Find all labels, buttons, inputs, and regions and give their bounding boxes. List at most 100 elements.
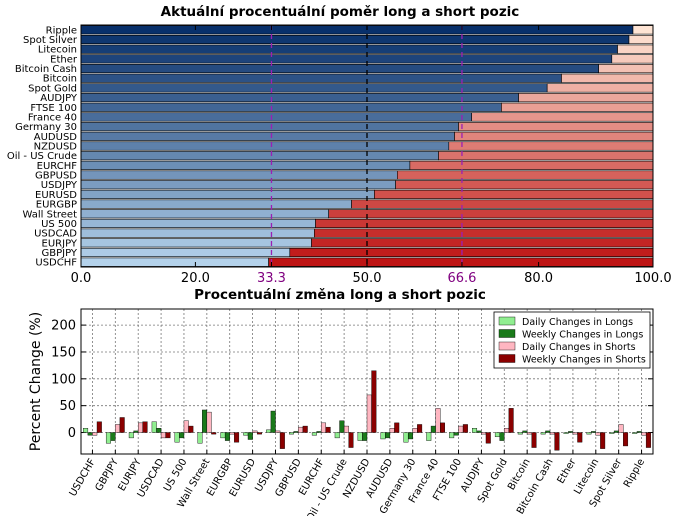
change-bar	[462, 424, 468, 433]
long-bar	[80, 93, 519, 103]
change-bar	[440, 422, 445, 433]
change-bar	[572, 432, 578, 435]
change-bar	[389, 428, 395, 433]
change-bar	[128, 432, 134, 439]
category-label: Ether	[50, 54, 78, 65]
x-tick-label: 50.0	[353, 271, 382, 286]
change-bar	[302, 425, 308, 433]
change-bar	[504, 428, 510, 433]
y-tick-label: 150	[51, 345, 76, 360]
change-bar	[234, 432, 240, 443]
change-bar	[526, 432, 532, 435]
change-bar	[618, 424, 624, 433]
change-bar	[577, 432, 583, 443]
change-bar	[531, 432, 537, 448]
short-bar	[397, 170, 654, 180]
short-bar	[471, 112, 654, 122]
change-bar	[545, 430, 551, 433]
short-bar	[438, 151, 654, 161]
category-label: GBPJPY	[41, 248, 77, 259]
change-bar	[645, 432, 651, 448]
category-label: USDJPY	[41, 180, 78, 191]
change-bar	[417, 424, 423, 433]
change-bar	[430, 425, 436, 433]
short-bar	[268, 257, 654, 267]
y-tick-label: 0	[68, 426, 76, 441]
long-bar	[80, 73, 562, 83]
category-label: Spot Silver	[23, 35, 78, 46]
change-bar	[137, 422, 143, 433]
y-axis-label: Percent Change (%)	[28, 312, 44, 451]
category-label: EURJPY	[42, 238, 78, 249]
change-bar	[636, 431, 642, 433]
short-bar	[409, 160, 654, 170]
short-bar	[395, 180, 654, 190]
x-tick-label: 100.0	[634, 271, 671, 286]
change-bar	[343, 425, 349, 433]
category-label: Bitcoin	[43, 74, 77, 85]
change-bar	[87, 432, 93, 436]
change-bar	[105, 432, 111, 444]
change-bar	[316, 431, 322, 433]
change-bar	[252, 430, 258, 433]
category-label: Wall Street	[23, 209, 78, 220]
change-bar	[211, 432, 217, 435]
category-label: Germany 30	[15, 122, 77, 133]
category-label: Litecoin	[38, 45, 77, 56]
change-bar	[321, 422, 327, 433]
change-bar	[563, 432, 569, 434]
category-label: Oil - US Crude	[7, 151, 77, 162]
change-bar	[591, 431, 596, 433]
x-tick-label: 20.0	[181, 271, 210, 286]
change-bar	[499, 432, 505, 441]
category-label: Spot Gold	[28, 83, 77, 94]
change-bar	[554, 432, 560, 451]
change-bar	[197, 432, 203, 444]
legend-label: Weekly Changes in Longs	[522, 330, 643, 341]
category-label: USDCHF	[35, 258, 77, 269]
change-bar	[311, 432, 317, 436]
short-bar	[617, 44, 654, 54]
category-label: Bitcoin Cash	[15, 64, 77, 75]
change-bar	[357, 432, 363, 441]
short-bar	[328, 209, 654, 219]
short-bar	[315, 218, 654, 228]
short-bar	[454, 131, 654, 141]
long-bar	[80, 228, 315, 238]
short-bar	[351, 199, 654, 209]
category-label: AUDJPY	[40, 93, 78, 104]
change-bar	[494, 432, 500, 438]
change-bar	[110, 432, 116, 441]
long-bar	[80, 25, 634, 35]
change-bar	[609, 432, 615, 434]
change-bar	[275, 430, 281, 433]
x-tick-label: Ether	[556, 456, 579, 486]
long-bar	[80, 218, 316, 228]
change-bar	[206, 411, 212, 433]
long-bar	[80, 170, 398, 180]
change-bar	[229, 432, 235, 435]
change-bar	[289, 432, 294, 435]
change-bar	[188, 425, 194, 433]
x-tick-label: 33.3	[257, 271, 286, 286]
long-bar	[80, 34, 630, 45]
long-bar	[80, 180, 396, 190]
change-bar	[485, 432, 491, 444]
change-bar	[202, 409, 208, 433]
short-bar	[448, 141, 654, 151]
legend-swatch	[498, 354, 516, 363]
change-bar	[522, 430, 528, 433]
short-bar	[628, 34, 654, 45]
change-bar	[325, 426, 331, 433]
change-bar	[568, 431, 574, 433]
change-bar	[179, 432, 185, 439]
change-bar	[472, 428, 478, 433]
change-bar	[83, 428, 89, 433]
long-bar	[80, 199, 352, 209]
change-bar	[133, 430, 139, 433]
long-bar	[80, 141, 450, 151]
short-bar	[311, 238, 654, 248]
change-bar	[394, 422, 400, 433]
